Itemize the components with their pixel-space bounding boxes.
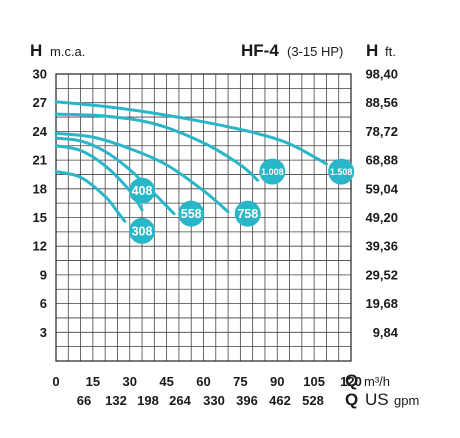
- x-second-tick-label: 528: [302, 393, 324, 408]
- series-line-408: [54, 144, 144, 212]
- x-bottom-tick-label: 0: [52, 374, 59, 389]
- y-left-tick-label: 12: [33, 239, 47, 254]
- series-line-758: [54, 131, 230, 214]
- y-left-tick-label: 21: [33, 153, 47, 168]
- series-badge-label: 758: [237, 207, 258, 221]
- x-bottom-tick-label: 30: [123, 374, 137, 389]
- y-right-tick-label: 39,36: [365, 239, 398, 254]
- series-badge-758: 758: [234, 200, 261, 227]
- y-left-tick-label: 27: [33, 95, 47, 110]
- x-second-symbol: Q: [345, 390, 358, 409]
- series-line-1508: [54, 100, 328, 166]
- series-badge-label: 408: [132, 184, 153, 198]
- chart-subtitle: (3-15 HP): [287, 44, 343, 59]
- series-badge-circle: [129, 177, 156, 204]
- x-second-tick-label: 330: [203, 393, 225, 408]
- series-badge-circle: [259, 158, 286, 185]
- y-left-tick-label: 15: [33, 210, 47, 225]
- y-right-tick-label: 49,20: [365, 210, 398, 225]
- series-badges: 308 408 558 758 1.008 1.508: [129, 158, 355, 244]
- series-badge-308: 308: [129, 217, 156, 244]
- x-bottom-tick-label: 105: [303, 374, 325, 389]
- series-line-1008: [54, 112, 260, 182]
- chart-title: HF-4: [241, 41, 279, 60]
- y-left-tick-label: 9: [40, 267, 47, 282]
- series-badge-circle: [328, 158, 355, 185]
- x-second-unit: US: [365, 390, 389, 409]
- x-second-tick-label: 264: [169, 393, 191, 408]
- x-bottom-symbol: Q: [345, 371, 358, 390]
- y-right-unit: ft.: [385, 44, 396, 59]
- y-right-tick-label: 98,40: [365, 67, 398, 82]
- series-badge-circle: [178, 200, 205, 227]
- series-badge-label: 558: [181, 207, 202, 221]
- series-badge-558: 558: [178, 200, 205, 227]
- y-left-tick-label: 30: [33, 67, 47, 82]
- series-badge-label: 1.508: [330, 167, 353, 177]
- x-second-tick-label: 198: [137, 393, 159, 408]
- x-bottom-unit: m³/h: [364, 374, 390, 389]
- x-bottom-tick-label: 45: [159, 374, 173, 389]
- series-badge-circle: [129, 217, 156, 244]
- y-right-tick-label: 59,04: [365, 181, 398, 196]
- x-bottom-tick-label: 120: [340, 374, 362, 389]
- y-right-tick-label: 19,68: [365, 296, 398, 311]
- y-left-tick-label: 3: [40, 325, 47, 340]
- y-left-tick-label: 6: [40, 296, 47, 311]
- y-right-tick-label: 78,72: [365, 124, 398, 139]
- series-badge-label: 308: [132, 224, 153, 238]
- y-left-tick-label: 24: [33, 124, 48, 139]
- series-lines: [54, 100, 328, 223]
- x-second-tick-label: 396: [236, 393, 258, 408]
- x-second-tick-label: 462: [269, 393, 291, 408]
- y-right-tick-label: 29,52: [365, 267, 398, 282]
- series-badge-label: 1.008: [261, 167, 284, 177]
- x-bottom-tick-label: 60: [196, 374, 210, 389]
- series-badge-1508: 1.508: [328, 158, 355, 185]
- x-bottom-tick-label: 15: [86, 374, 100, 389]
- y-right-symbol: H: [366, 41, 378, 60]
- x-bottom-tick-label: 75: [233, 374, 247, 389]
- x-second-tick-label: 132: [105, 393, 127, 408]
- x-bottom-tick-label: 90: [270, 374, 284, 389]
- y-right-tick-label: 68,88: [365, 153, 398, 168]
- axes: 3 6 9 12 15 18 21 24 27 30 9,84 19,68 29,52 39,36 49,2…: [33, 67, 399, 409]
- y-left-unit: m.c.a.: [50, 44, 85, 59]
- series-badge-408: 408: [129, 177, 156, 204]
- series-line-308: [54, 170, 127, 223]
- series-badge-circle: [234, 200, 261, 227]
- y-right-tick-label: 88,56: [365, 95, 398, 110]
- y-left-symbol: H: [30, 41, 42, 60]
- series-line-558: [54, 136, 176, 216]
- y-right-tick-label: 9,84: [373, 325, 399, 340]
- plot-frame: [55, 73, 352, 362]
- series-badge-1008: 1.008: [259, 158, 286, 185]
- x-second-tick-label: 66: [77, 393, 91, 408]
- y-left-tick-label: 18: [33, 181, 47, 196]
- x-second-unit2: gpm: [394, 393, 419, 408]
